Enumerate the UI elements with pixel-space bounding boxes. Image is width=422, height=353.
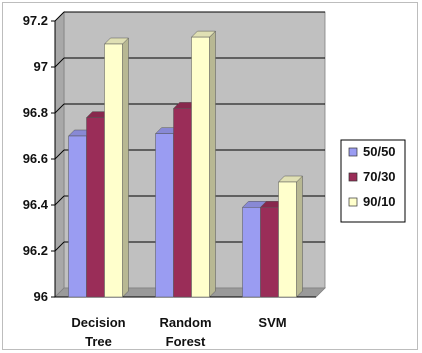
y-tick-label: 96 <box>34 289 48 304</box>
legend-swatch <box>348 172 358 182</box>
bar-90-10-0 <box>103 37 130 298</box>
legend: 50/50 70/30 90/10 <box>340 139 406 223</box>
legend-swatch <box>348 147 358 157</box>
gridline-side <box>54 103 65 114</box>
bar-90-10-2 <box>277 175 304 298</box>
y-tick-label: 97.2 <box>23 13 48 28</box>
y-tick-label: 96.4 <box>23 197 49 212</box>
gridline-side <box>54 241 65 252</box>
bars <box>67 30 304 298</box>
y-tick-label: 96.6 <box>23 151 48 166</box>
y-axis-ticks: 96 96.2 96.4 96.6 96.8 97 97.2 <box>23 13 55 304</box>
legend-label: 90/10 <box>363 194 396 209</box>
y-tick-label: 97 <box>34 59 48 74</box>
gridline-side <box>54 57 65 68</box>
gridline-side <box>54 11 65 22</box>
legend-label: 50/50 <box>363 144 396 159</box>
gridline-side <box>54 195 65 206</box>
category-label: Tree <box>85 334 112 349</box>
bar-90-10-1 <box>190 30 217 298</box>
y-tick-label: 96.2 <box>23 243 48 258</box>
legend-label: 70/30 <box>363 169 396 184</box>
category-label: Random <box>160 315 212 330</box>
category-label: Forest <box>166 334 206 349</box>
category-label: Decision <box>71 315 125 330</box>
x-axis-categories: Decision Tree Random Forest SVM <box>71 315 286 349</box>
y-tick-label: 96.8 <box>23 105 48 120</box>
gridline-side <box>54 149 65 160</box>
category-label: SVM <box>258 315 286 330</box>
legend-swatch <box>348 197 358 207</box>
